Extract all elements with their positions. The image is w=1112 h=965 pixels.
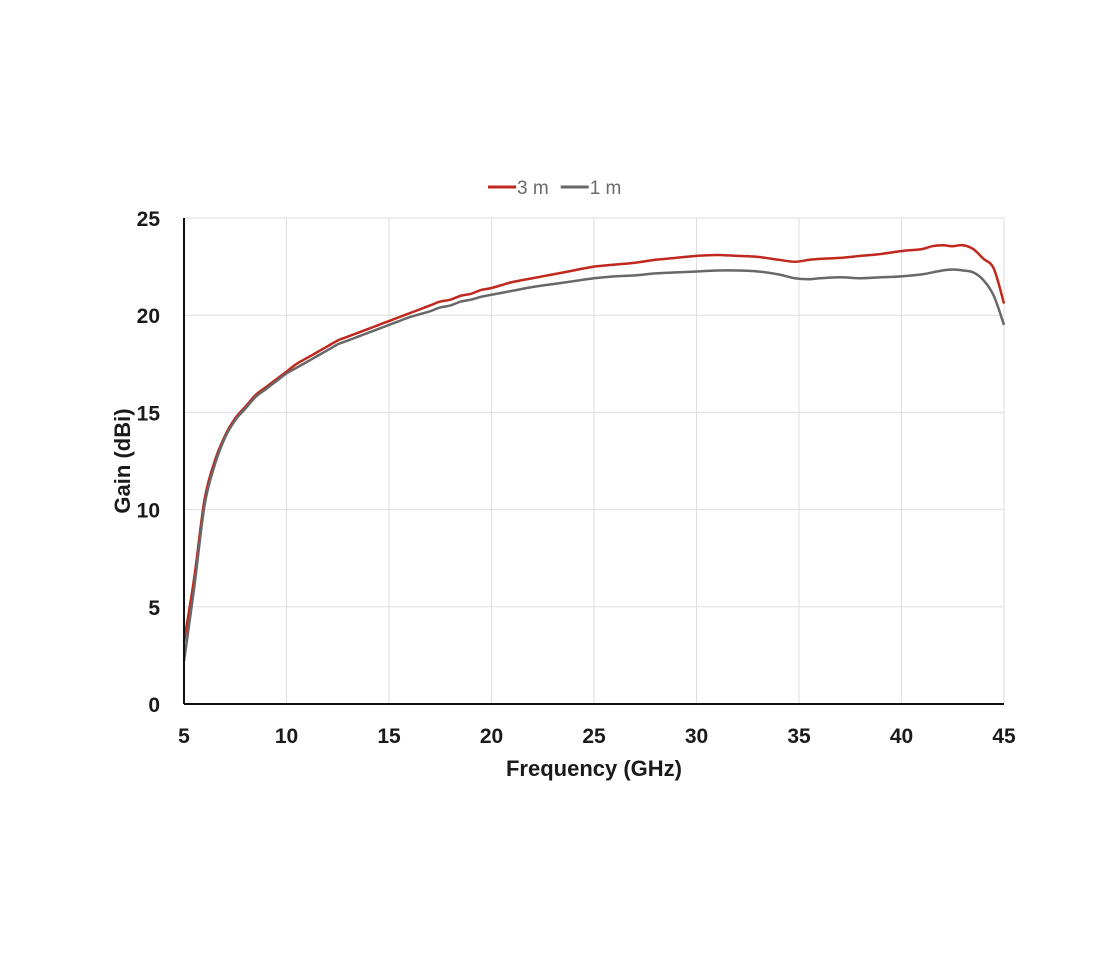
legend: 3 m 1 m <box>488 178 621 199</box>
series-line-1m <box>182 268 1006 662</box>
x-tick-label: 5 <box>178 725 190 748</box>
x-tick-label: 10 <box>275 725 298 748</box>
legend-item: 1 m <box>560 178 622 199</box>
x-tick-label: 20 <box>480 725 503 748</box>
y-tick-labels: 0 5 10 15 20 25 <box>137 208 161 717</box>
legend-label: 1 m <box>590 178 622 199</box>
x-tick-label: 35 <box>787 725 811 748</box>
grid <box>184 217 1005 704</box>
x-axis-title: Frequency (GHz) <box>506 756 682 781</box>
x-tick-label: 40 <box>890 725 913 748</box>
series-lines <box>182 243 1006 662</box>
x-tick-label: 25 <box>582 725 606 748</box>
y-tick-label: 10 <box>137 500 160 523</box>
y-tick-label: 5 <box>148 597 160 620</box>
y-axis-title: Gain (dBi) <box>110 408 135 513</box>
legend-item: 3 m <box>488 178 549 199</box>
legend-label: 3 m <box>517 178 549 199</box>
x-tick-label: 15 <box>377 725 401 748</box>
y-tick-label: 15 <box>137 402 161 425</box>
y-tick-label: 0 <box>148 694 160 717</box>
x-tick-labels: 5 10 15 20 25 30 35 40 45 <box>178 725 1016 748</box>
y-tick-label: 20 <box>137 305 160 328</box>
x-tick-label: 30 <box>685 725 708 748</box>
series-line-3m <box>182 243 1006 642</box>
x-tick-label: 45 <box>992 725 1016 748</box>
y-tick-label: 25 <box>137 208 161 231</box>
